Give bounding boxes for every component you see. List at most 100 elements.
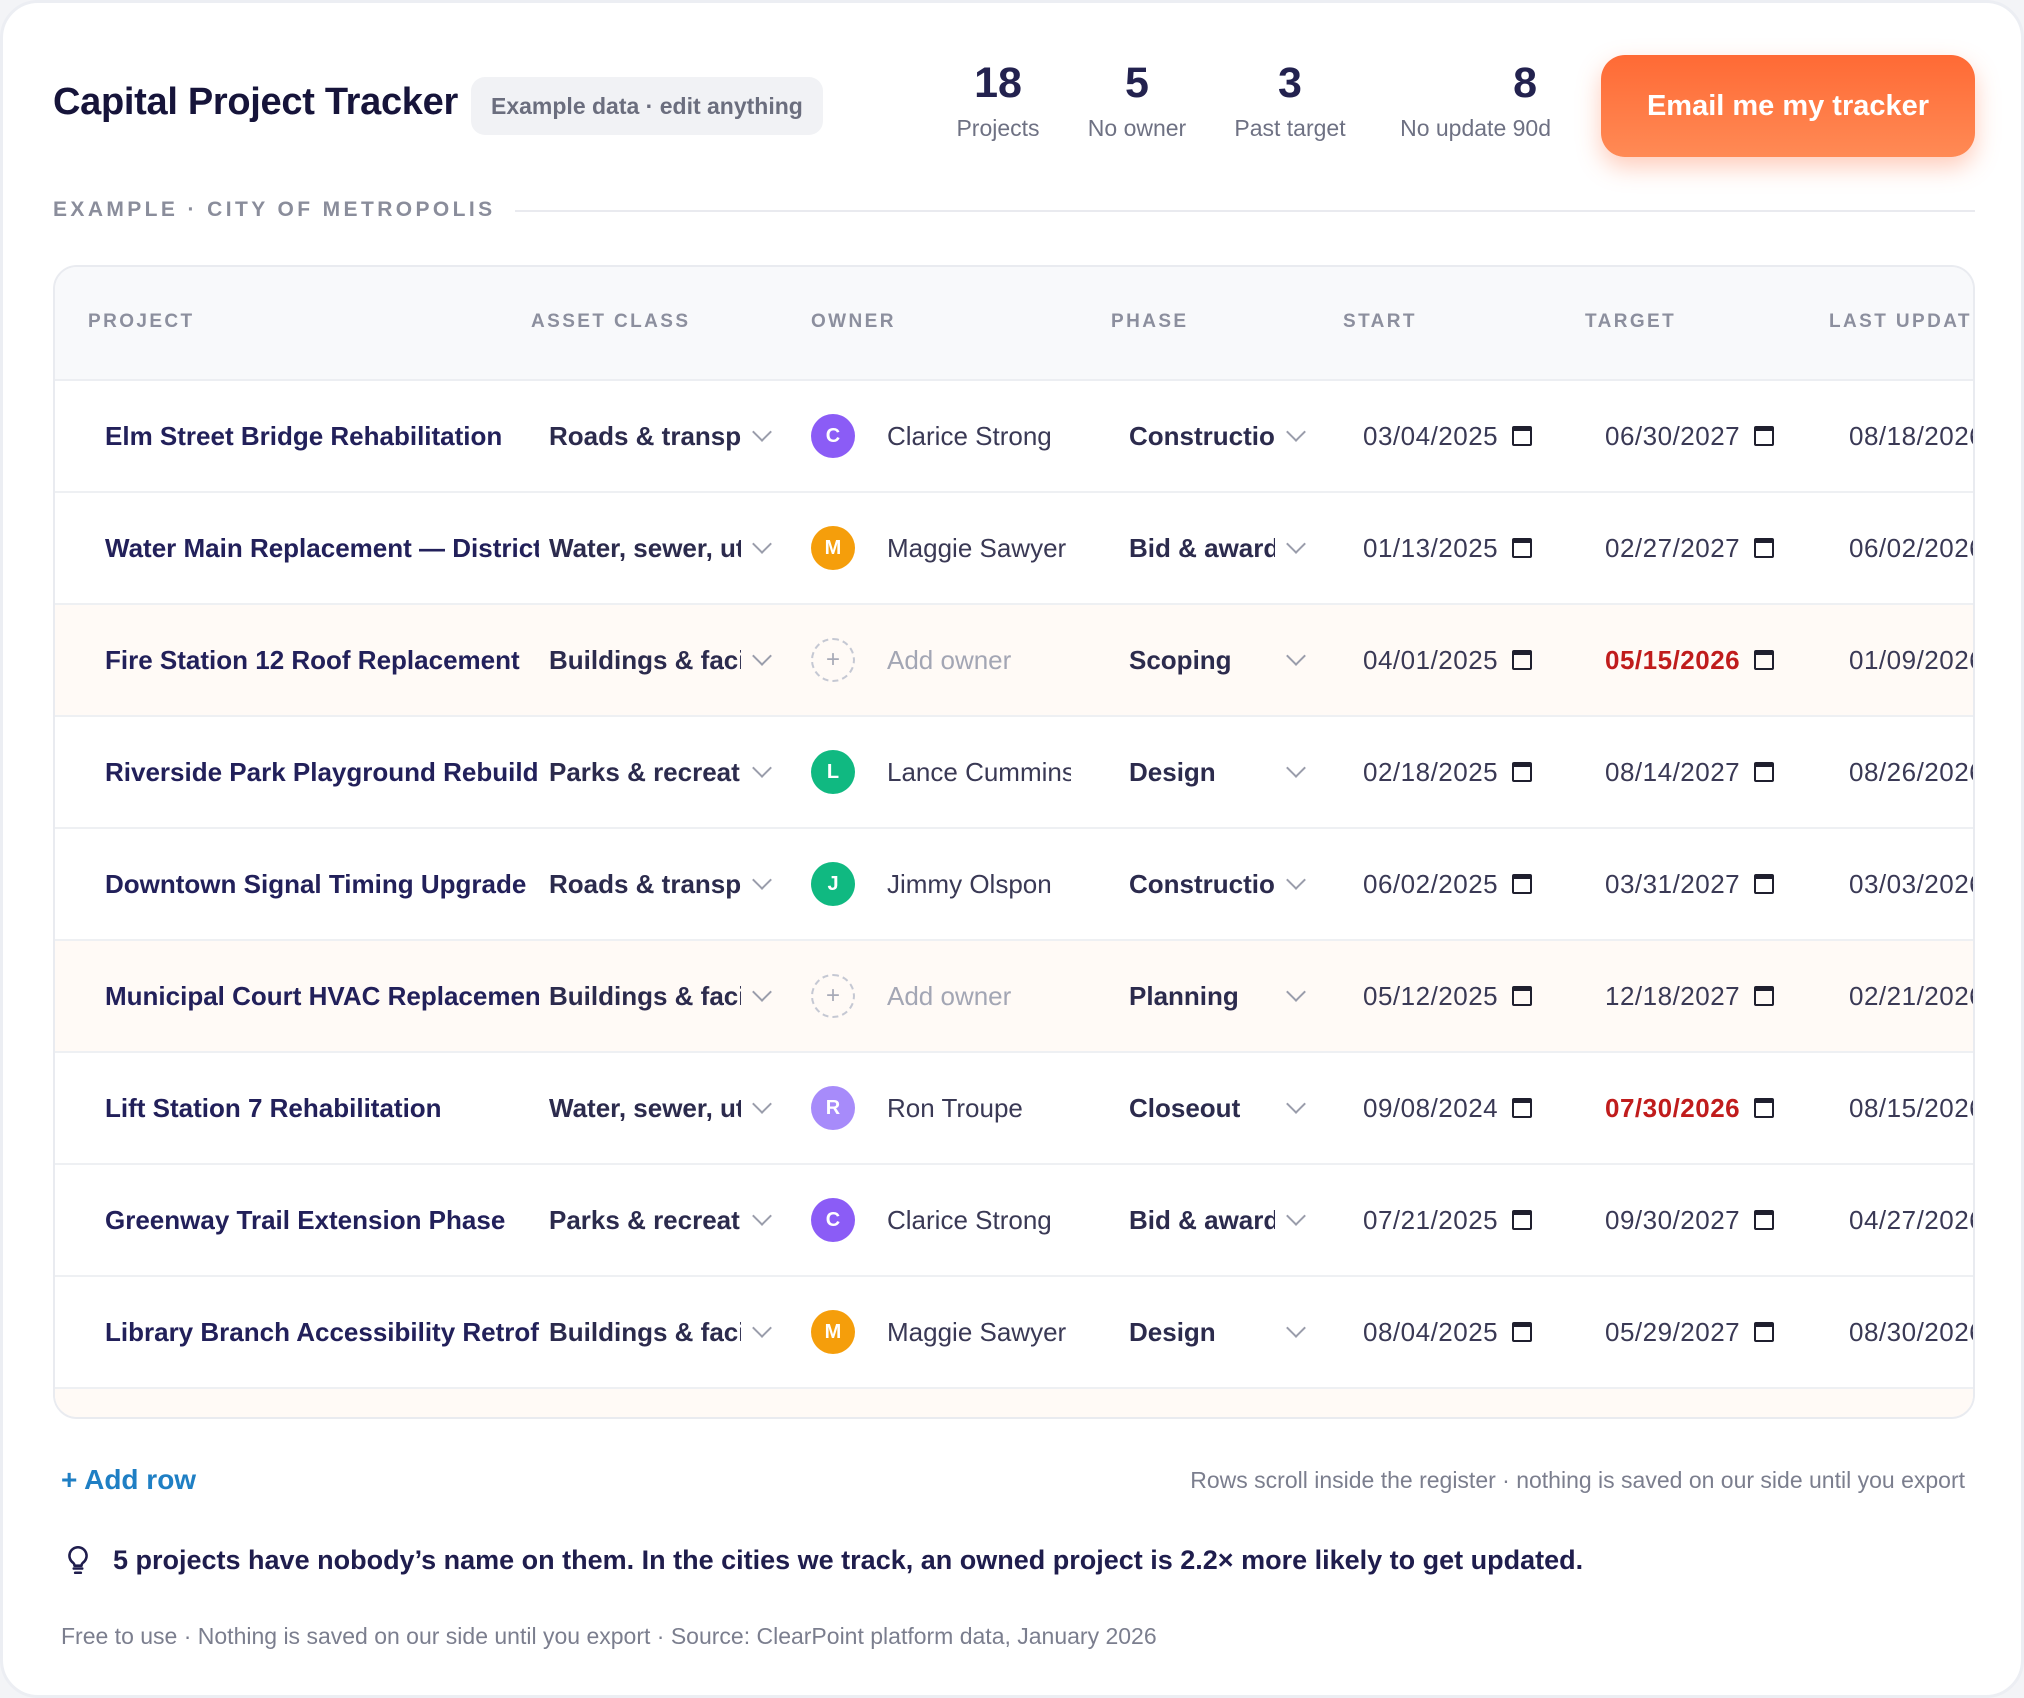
target-date-input[interactable]: 05/15/2026 [1605,605,1845,715]
column-header-start[interactable]: START [1343,311,1417,332]
asset-class-select[interactable]: Buildings & facilities [549,941,803,1051]
table-row[interactable]: Greenway Trail Extension Phase Parks & re… [55,1165,1973,1277]
calendar-icon[interactable] [1754,650,1775,670]
last-update-cell[interactable]: 02/21/2026 [1849,941,1973,1051]
asset-class-select[interactable]: Roads & transportation [549,829,803,939]
start-date-input[interactable]: 01/13/2025 [1363,493,1603,603]
add-owner-icon[interactable]: + [811,974,855,1018]
start-date-input[interactable]: 07/21/2025 [1363,1165,1603,1275]
owner-cell[interactable]: + Add owner [811,605,1121,715]
column-header-target[interactable]: TARGET [1585,311,1677,332]
calendar-icon[interactable] [1512,1098,1533,1118]
target-date-input[interactable]: 05/29/2027 [1605,1277,1845,1387]
column-header-owner[interactable]: OWNER [811,311,896,332]
last-update-cell[interactable]: 08/26/2026 [1849,717,1973,827]
project-name-cell[interactable]: Greenway Trail Extension Phase [105,1204,506,1235]
project-name-cell[interactable]: Lift Station 7 Rehabilitation [105,1092,442,1123]
table-row[interactable]: Elm Street Bridge Rehabilitation Roads & … [55,381,1973,493]
table-row[interactable]: Water Main Replacement — District Water, … [55,493,1973,605]
phase-select[interactable]: Scoping [1129,605,1369,715]
asset-class-select[interactable]: Buildings & facilities [549,605,803,715]
table-row[interactable]: Lift Station 7 Rehabilitation Water, sewe… [55,1053,1973,1165]
start-date-input[interactable]: 05/12/2025 [1363,941,1603,1051]
asset-class-select[interactable]: Water, sewer, utilities [549,1053,803,1163]
phase-select[interactable]: Construction [1129,381,1369,491]
email-tracker-button[interactable]: Email me my tracker [1601,55,1975,157]
add-owner-placeholder[interactable]: Add owner [887,980,1012,1011]
calendar-icon[interactable] [1512,874,1533,894]
calendar-icon[interactable] [1512,986,1533,1006]
asset-class-select[interactable]: Parks & recreation [549,717,803,827]
table-row[interactable]: Municipal Court HVAC Replacement Building… [55,941,1973,1053]
target-date-input[interactable]: 02/27/2027 [1605,493,1845,603]
calendar-icon[interactable] [1754,1322,1775,1342]
asset-class-select[interactable]: Parks & recreation [549,1165,803,1275]
owner-cell[interactable]: + Add owner [811,941,1121,1051]
calendar-icon[interactable] [1754,538,1775,558]
owner-cell[interactable]: M Maggie Sawyer [811,493,1121,603]
owner-cell[interactable]: L Lance Cummins [811,717,1121,827]
calendar-icon[interactable] [1754,426,1775,446]
phase-select[interactable]: Design [1129,717,1369,827]
calendar-icon[interactable] [1512,426,1533,446]
table-row[interactable]: Riverside Park Playground Rebuild Parks &… [55,717,1973,829]
owner-cell[interactable]: R Ron Troupe [811,1053,1121,1163]
phase-select[interactable]: Closeout [1129,1053,1369,1163]
target-date-input[interactable]: 07/30/2026 [1605,1053,1845,1163]
calendar-icon[interactable] [1512,1322,1533,1342]
owner-cell[interactable]: C Clarice Strong [811,381,1121,491]
asset-class-select[interactable]: Roads & transportation [549,381,803,491]
last-update-cell[interactable]: 08/30/2026 [1849,1277,1973,1387]
project-name-cell[interactable]: Fire Station 12 Roof Replacement [105,644,520,675]
add-owner-placeholder[interactable]: Add owner [887,644,1012,675]
calendar-icon[interactable] [1512,538,1533,558]
start-date-input[interactable]: 08/04/2025 [1363,1277,1603,1387]
project-name-cell[interactable]: Water Main Replacement — District [105,532,539,563]
calendar-icon[interactable] [1754,762,1775,782]
table-row[interactable]: Downtown Signal Timing Upgrade Roads & tr… [55,829,1973,941]
target-date-input[interactable]: 08/14/2027 [1605,717,1845,827]
target-date-input[interactable]: 12/18/2027 [1605,941,1845,1051]
project-name-cell[interactable]: Municipal Court HVAC Replacement [105,980,539,1011]
target-date-input[interactable]: 06/30/2027 [1605,381,1845,491]
calendar-icon[interactable] [1754,874,1775,894]
calendar-icon[interactable] [1512,1210,1533,1230]
column-header-last-update[interactable]: LAST UPDATE [1829,311,1975,332]
phase-select[interactable]: Bid & award [1129,493,1369,603]
asset-class-select[interactable]: Buildings & facilities [549,1277,803,1387]
start-date-input[interactable]: 04/01/2025 [1363,605,1603,715]
owner-cell[interactable]: M Maggie Sawyer [811,1277,1121,1387]
phase-select[interactable]: Construction [1129,829,1369,939]
calendar-icon[interactable] [1512,650,1533,670]
asset-class-select[interactable]: Water, sewer, utilities [549,493,803,603]
column-header-project[interactable]: PROJECT [88,311,195,332]
last-update-cell[interactable]: 04/27/2026 [1849,1165,1973,1275]
calendar-icon[interactable] [1754,1210,1775,1230]
phase-select[interactable]: Bid & award [1129,1165,1369,1275]
last-update-cell[interactable]: 01/09/2026 [1849,605,1973,715]
add-owner-icon[interactable]: + [811,638,855,682]
project-name-cell[interactable]: Elm Street Bridge Rehabilitation [105,420,503,451]
project-name-cell[interactable]: Riverside Park Playground Rebuild [105,756,539,787]
table-row[interactable]: Library Branch Accessibility Retrofit Bui… [55,1277,1973,1389]
project-name-cell[interactable]: Library Branch Accessibility Retrofit [105,1316,539,1347]
table-row[interactable]: Fire Station 12 Roof Replacement Building… [55,605,1973,717]
last-update-cell[interactable]: 03/03/2026 [1849,829,1973,939]
last-update-cell[interactable]: 08/15/2026 [1849,1053,1973,1163]
calendar-icon[interactable] [1754,1098,1775,1118]
calendar-icon[interactable] [1754,986,1775,1006]
owner-cell[interactable]: C Clarice Strong [811,1165,1121,1275]
add-row-button[interactable]: + Add row [61,1464,197,1495]
target-date-input[interactable]: 03/31/2027 [1605,829,1845,939]
target-date-input[interactable]: 09/30/2027 [1605,1165,1845,1275]
start-date-input[interactable]: 02/18/2025 [1363,717,1603,827]
start-date-input[interactable]: 09/08/2024 [1363,1053,1603,1163]
project-name-cell[interactable]: Downtown Signal Timing Upgrade [105,868,527,899]
last-update-cell[interactable]: 06/02/2026 [1849,493,1973,603]
phase-select[interactable]: Design [1129,1277,1369,1387]
phase-select[interactable]: Planning [1129,941,1369,1051]
project-register[interactable]: PROJECT ASSET CLASS OWNER PHASE START TA… [53,265,1975,1419]
start-date-input[interactable]: 03/04/2025 [1363,381,1603,491]
column-header-phase[interactable]: PHASE [1111,311,1189,332]
last-update-cell[interactable]: 08/18/2026 [1849,381,1973,491]
